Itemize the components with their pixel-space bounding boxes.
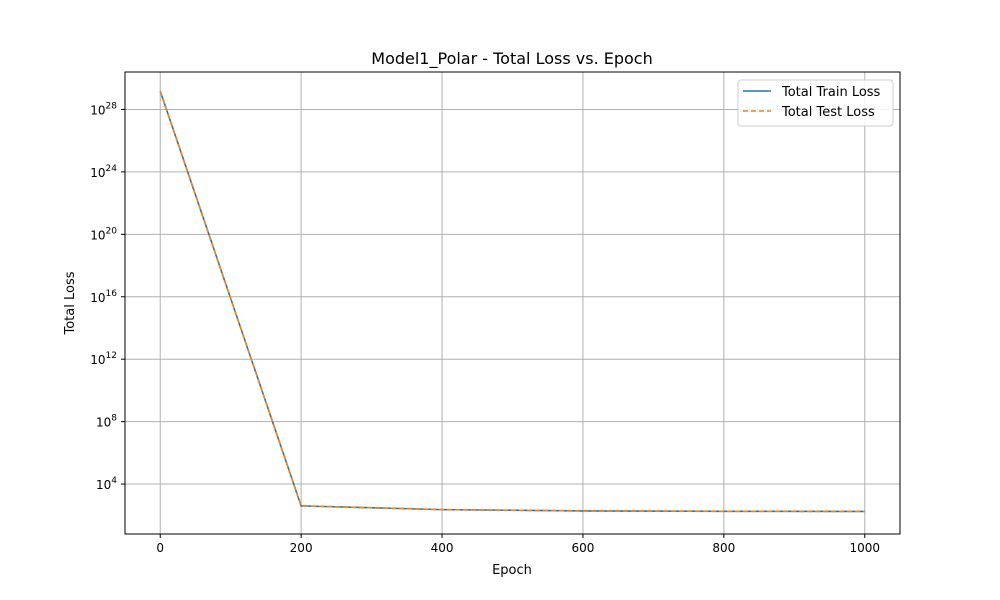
legend: Total Train Loss Total Test Loss [737, 79, 894, 127]
x-tick-label: 800 [712, 541, 735, 555]
y-tick-label: 1020 [90, 226, 117, 242]
plot-frame [124, 71, 901, 535]
y-tick-exponent: 12 [106, 351, 117, 361]
y-tick-exponent: 24 [106, 164, 118, 174]
x-tick-label: 200 [290, 541, 313, 555]
x-tick-label: 400 [431, 541, 454, 555]
y-tick-exponent: 8 [111, 414, 117, 424]
x-tick-label: 600 [572, 541, 595, 555]
x-tick-label: 0 [156, 541, 164, 555]
y-tick-base: 10 [90, 228, 105, 242]
grid-lines [125, 72, 900, 534]
y-axis-label: Total Loss [63, 271, 78, 335]
y-tick-label: 108 [96, 414, 117, 430]
legend-label: Total Test Loss [781, 105, 875, 120]
y-tick-base: 10 [90, 291, 105, 305]
y-tick-base: 10 [90, 103, 105, 117]
y-tick-base: 10 [96, 416, 111, 430]
legend-label: Total Train Loss [781, 85, 881, 100]
x-tick-label: 1000 [849, 541, 880, 555]
y-tick-label: 1016 [90, 289, 117, 305]
y-tick-label: 1028 [90, 101, 117, 117]
series-line-test [159, 90, 865, 513]
x-axis-label: Epoch [492, 563, 532, 578]
y-tick-exponent: 16 [106, 289, 118, 299]
y-tick-exponent: 20 [106, 226, 118, 236]
y-tick-base: 10 [90, 166, 105, 180]
y-tick-exponent: 4 [111, 476, 117, 486]
legend-box [737, 79, 894, 127]
y-tick-base: 10 [96, 478, 111, 492]
chart-title: Model1_Polar - Total Loss vs. Epoch [371, 49, 652, 69]
y-tick-base: 10 [90, 353, 105, 367]
y-tick-label: 104 [96, 476, 117, 492]
series-layer [159, 90, 865, 513]
y-tick-label: 1024 [90, 164, 117, 180]
x-axis-ticks: 0 200 400 600 800 1000 [156, 534, 880, 555]
y-tick-label: 1012 [90, 351, 117, 367]
y-tick-exponent: 28 [106, 101, 118, 111]
